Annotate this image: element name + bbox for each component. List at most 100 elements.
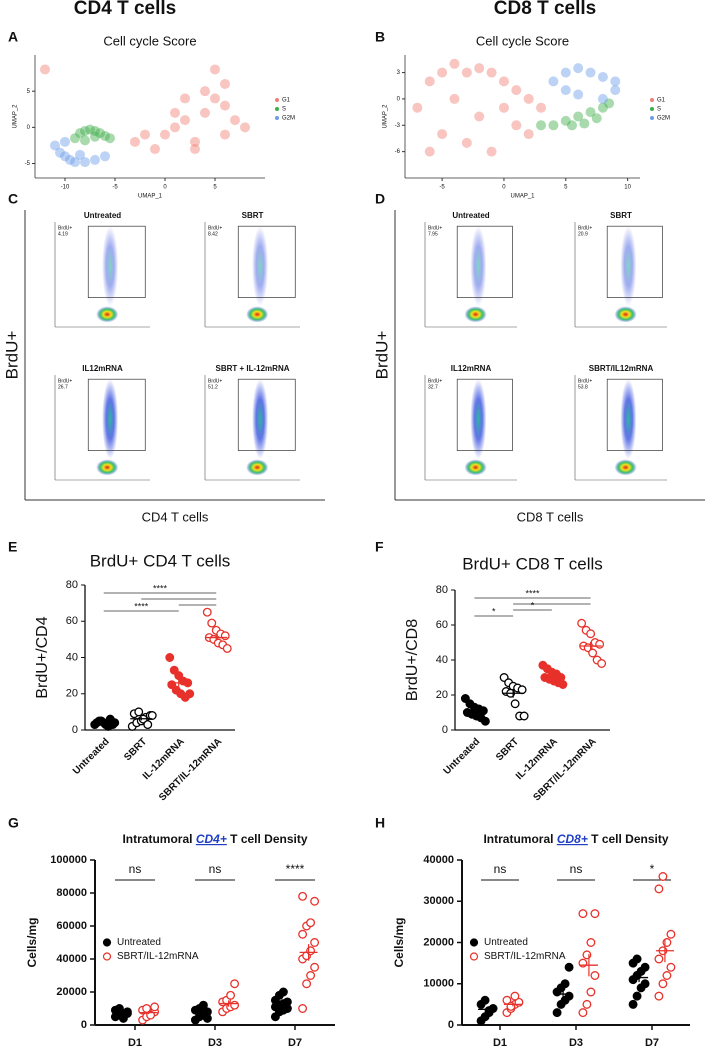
data-point: [202, 1013, 212, 1023]
umap-point: [220, 100, 230, 111]
umap-point: [548, 76, 559, 87]
y-tick-label: 40000: [423, 854, 454, 866]
data-point: [310, 896, 320, 906]
x-tick-label: 5: [213, 185, 217, 191]
umap-point: [140, 129, 150, 140]
data-point: [578, 909, 588, 919]
x-tick-label: SBRT: [122, 736, 149, 763]
data-point: [666, 929, 676, 939]
y-tick-label: -6: [395, 149, 401, 155]
legend-marker: [469, 952, 479, 961]
umap-point: [437, 67, 448, 78]
x-axis-label: CD8 T cells: [517, 509, 584, 524]
gate-value: 51.2: [208, 384, 218, 390]
data-point: [207, 618, 217, 628]
panel-letter: C: [8, 191, 18, 207]
sig-label: ****: [134, 601, 149, 611]
x-axis-label: UMAP_1: [138, 194, 163, 200]
cell-cloud: [620, 379, 637, 459]
column-header: CD8 T cells: [494, 0, 596, 19]
y-tick-label: 40000: [56, 953, 87, 965]
gate: [87, 225, 146, 298]
y-axis-label: BrdU+: [2, 331, 21, 380]
sig-label: *: [650, 862, 655, 876]
data-point: [654, 884, 664, 894]
umap-point: [90, 131, 100, 142]
data-point: [595, 639, 605, 649]
data-point: [226, 990, 236, 1000]
x-tick-label: D7: [645, 1037, 659, 1049]
y-tick-label: 0: [448, 1019, 454, 1031]
y-tick-label: 80: [436, 584, 448, 596]
gate: [237, 225, 296, 298]
sig-label: ****: [153, 583, 168, 593]
legend-marker: [275, 107, 279, 111]
data-point: [185, 689, 195, 699]
panel-title: IL12mRNA: [451, 364, 492, 373]
cell-cloud: [246, 306, 269, 323]
umap-point: [200, 86, 210, 97]
data-point: [310, 962, 320, 972]
data-point: [298, 929, 308, 939]
x-tick-label: 10: [624, 185, 631, 191]
sig-label: ns: [570, 862, 583, 876]
panel-title: SBRT + IL-12mRNA: [215, 364, 289, 373]
panel-title: Untreated: [84, 211, 121, 220]
x-tick-label: 5: [564, 185, 568, 191]
data-point: [586, 629, 596, 639]
x-tick-label: -5: [112, 185, 118, 191]
data-point: [662, 971, 672, 980]
data-point: [278, 987, 288, 997]
x-tick-label: Untreated: [71, 736, 112, 777]
legend-marker: [650, 107, 654, 111]
data-point: [640, 962, 650, 972]
data-point: [306, 918, 316, 928]
gate-label: BrdU+: [428, 225, 442, 231]
umap-point: [60, 151, 70, 162]
umap-point: [604, 98, 615, 109]
y-tick-label: 80000: [56, 887, 87, 899]
legend-label: S: [282, 107, 286, 113]
data-point: [222, 643, 232, 653]
title-part: Intratumoral: [483, 832, 556, 846]
umap-point: [610, 85, 621, 96]
gate: [456, 378, 513, 451]
gate-label: BrdU+: [578, 378, 592, 384]
umap-point: [190, 144, 200, 155]
umap-point: [449, 58, 460, 69]
gate-label: BrdU+: [58, 378, 72, 384]
data-point: [662, 938, 672, 947]
data-point: [586, 987, 596, 997]
umap-point: [573, 63, 584, 74]
data-point: [510, 699, 520, 709]
umap-point: [190, 136, 200, 147]
cell-cloud: [464, 459, 487, 476]
umap-point: [585, 67, 596, 78]
data-point: [230, 979, 240, 989]
legend-label: G1: [282, 98, 291, 104]
legend-label: G1: [657, 98, 666, 104]
gate: [87, 378, 146, 451]
legend-label: S: [657, 107, 661, 113]
umap-point: [180, 93, 190, 104]
title-part: T cell Density: [227, 832, 308, 846]
umap-point: [566, 120, 577, 131]
sig-label: ****: [286, 862, 305, 876]
x-tick-label: 0: [502, 185, 506, 191]
chart-title: Cell cycle Score: [103, 33, 196, 48]
umap-point: [523, 129, 534, 140]
panel-letter: E: [8, 539, 17, 555]
panel-letter: G: [8, 815, 19, 831]
y-tick-label: -3: [395, 123, 401, 129]
data-point: [202, 607, 212, 617]
umap-point: [536, 102, 547, 113]
sig-label: *: [492, 606, 496, 616]
data-point: [666, 962, 676, 972]
umap-point: [130, 136, 140, 147]
umap-point: [560, 85, 571, 96]
data-point: [578, 1008, 588, 1018]
gate-value: 53.8: [578, 384, 588, 390]
y-tick-label: 0: [442, 724, 448, 736]
umap-point: [70, 133, 80, 144]
panel-title: Untreated: [452, 211, 489, 220]
